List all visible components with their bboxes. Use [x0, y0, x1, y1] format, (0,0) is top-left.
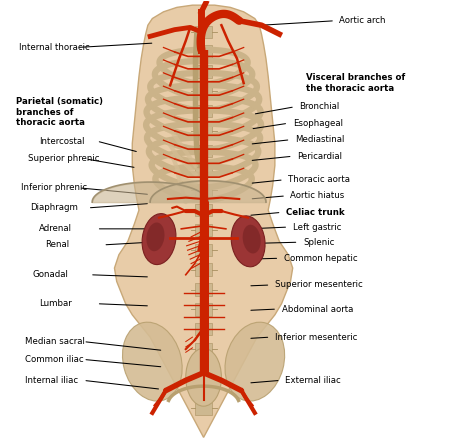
- Text: Common hepatic: Common hepatic: [284, 254, 357, 263]
- Text: Splenic: Splenic: [303, 238, 334, 247]
- Text: Aortic arch: Aortic arch: [339, 16, 386, 25]
- Bar: [195, 382, 212, 395]
- Bar: [195, 25, 212, 38]
- Bar: [195, 402, 212, 415]
- Text: Left gastric: Left gastric: [293, 223, 341, 232]
- Bar: [195, 105, 212, 118]
- Text: Parietal (somatic)
branches of
thoracic aorta: Parietal (somatic) branches of thoracic …: [17, 97, 103, 127]
- Text: Mediastinal: Mediastinal: [295, 135, 344, 144]
- Bar: [195, 164, 212, 177]
- Text: External iliac: External iliac: [285, 376, 341, 385]
- Text: Common iliac: Common iliac: [25, 355, 84, 364]
- Text: Renal: Renal: [46, 240, 70, 249]
- Bar: [195, 204, 212, 216]
- Bar: [195, 125, 212, 137]
- Bar: [195, 224, 212, 236]
- Text: Intercostal: Intercostal: [39, 137, 84, 146]
- Bar: [195, 323, 212, 335]
- Ellipse shape: [225, 322, 285, 401]
- Bar: [195, 184, 212, 197]
- Text: Median sacral: Median sacral: [25, 337, 85, 346]
- Text: Adrenal: Adrenal: [39, 224, 72, 233]
- Ellipse shape: [243, 225, 261, 253]
- Bar: [195, 46, 212, 58]
- Ellipse shape: [122, 322, 182, 401]
- Bar: [195, 263, 212, 276]
- Text: Internal thoracic: Internal thoracic: [18, 43, 90, 52]
- Text: Aortic hiatus: Aortic hiatus: [291, 191, 345, 200]
- Polygon shape: [114, 5, 293, 438]
- Text: Thoracic aorta: Thoracic aorta: [288, 175, 350, 184]
- Ellipse shape: [186, 348, 221, 406]
- Bar: [195, 303, 212, 316]
- Text: Visceral branches of
the thoracic aorta: Visceral branches of the thoracic aorta: [306, 73, 405, 93]
- Text: Lumbar: Lumbar: [39, 299, 72, 308]
- Text: Internal iliac: Internal iliac: [25, 376, 79, 385]
- Text: Inferior phrenic: Inferior phrenic: [21, 183, 87, 192]
- Bar: [195, 343, 212, 355]
- Bar: [195, 244, 212, 256]
- Bar: [195, 65, 212, 78]
- Bar: [195, 363, 212, 375]
- Ellipse shape: [231, 216, 265, 267]
- Bar: [195, 85, 212, 97]
- Text: Abdominal aorta: Abdominal aorta: [282, 304, 353, 313]
- Text: Gonadal: Gonadal: [32, 270, 68, 279]
- Text: Celiac trunk: Celiac trunk: [286, 208, 345, 217]
- Text: Bronchial: Bronchial: [300, 102, 340, 111]
- Text: Diaphragm: Diaphragm: [30, 203, 78, 212]
- Text: Superior phrenic: Superior phrenic: [27, 154, 99, 164]
- Ellipse shape: [142, 214, 176, 265]
- Text: Superior mesenteric: Superior mesenteric: [275, 281, 363, 290]
- Text: Inferior mesenteric: Inferior mesenteric: [275, 333, 357, 342]
- Text: Pericardial: Pericardial: [297, 152, 342, 161]
- Text: Esophageal: Esophageal: [293, 119, 343, 128]
- Ellipse shape: [146, 223, 164, 251]
- Bar: [195, 283, 212, 296]
- Bar: [195, 144, 212, 157]
